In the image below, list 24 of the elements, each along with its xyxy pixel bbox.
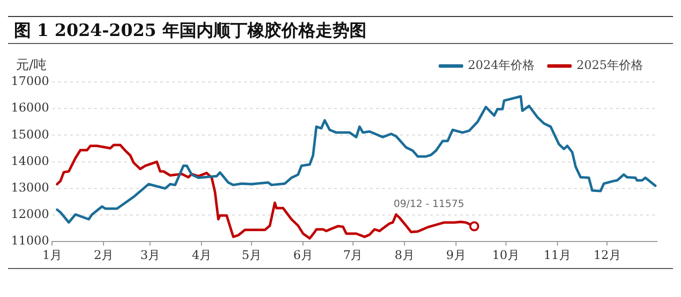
x-tick-label: 11月 — [544, 248, 571, 262]
y-axis-title: 元/吨 — [16, 58, 46, 73]
x-tick-label: 2月 — [94, 248, 114, 262]
x-tick-label: 5月 — [242, 248, 262, 262]
x-tick-label: 10月 — [492, 248, 520, 262]
legend-label: 2025年价格 — [576, 58, 644, 72]
x-tick-label: 4月 — [192, 248, 212, 262]
y-tick-label: 12000 — [10, 207, 50, 222]
x-tick-label: 9月 — [446, 248, 466, 262]
y-tick-label: 16000 — [10, 100, 50, 115]
x-tick-label: 8月 — [394, 248, 414, 262]
x-tick-label: 6月 — [293, 248, 313, 262]
y-tick-label: 14000 — [10, 154, 50, 168]
legend-label: 2024年价格 — [468, 58, 534, 72]
x-tick-label: 3月 — [140, 248, 160, 262]
x-tick-label: 12月 — [594, 248, 621, 262]
y-tick-label: 13000 — [10, 180, 50, 195]
y-tick-label: 17000 — [10, 74, 50, 88]
y-tick-label: 15000 — [10, 127, 50, 142]
y-tick-label: 11000 — [10, 234, 50, 248]
annotation: 09/12 - 11575 — [394, 198, 464, 210]
chart-title: 图 1 2024-2025 年国内顺丁橡胶价格走势图 — [8, 16, 673, 44]
x-tick-label: 1月 — [42, 248, 62, 262]
x-tick-label: 7月 — [343, 248, 363, 262]
